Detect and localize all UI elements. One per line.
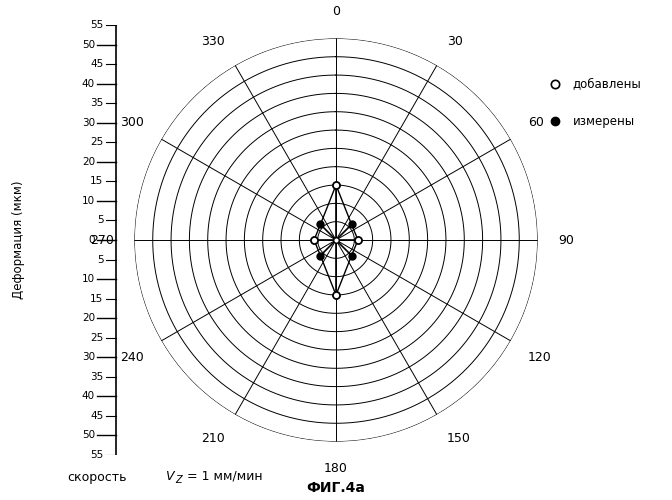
Text: 240: 240: [120, 351, 144, 364]
Text: Деформация (мкм): Деформация (мкм): [12, 180, 26, 299]
Text: 0: 0: [89, 235, 95, 245]
Text: 0: 0: [332, 5, 340, 18]
Text: 40: 40: [82, 392, 95, 402]
Text: Z: Z: [175, 475, 181, 485]
Text: 120: 120: [528, 351, 552, 364]
Text: 45: 45: [90, 59, 103, 69]
Text: 45: 45: [90, 411, 103, 421]
Text: 55: 55: [90, 450, 103, 460]
Text: 10: 10: [82, 274, 95, 284]
Text: 150: 150: [447, 432, 471, 445]
Text: = 1 мм/мин: = 1 мм/мин: [183, 470, 262, 482]
Text: 40: 40: [82, 78, 95, 88]
Text: 180: 180: [324, 462, 348, 475]
Text: 270: 270: [90, 234, 114, 246]
Text: 50: 50: [82, 40, 95, 50]
Text: 90: 90: [558, 234, 574, 246]
Text: скорость: скорость: [67, 471, 127, 484]
Text: 210: 210: [202, 432, 225, 445]
Text: 330: 330: [202, 35, 225, 48]
Text: 15: 15: [90, 176, 103, 186]
Text: 35: 35: [90, 372, 103, 382]
Text: 60: 60: [528, 116, 544, 129]
Text: 20: 20: [82, 313, 95, 323]
Text: измерены: измерены: [573, 115, 634, 128]
Text: 5: 5: [97, 254, 103, 264]
Text: 30: 30: [82, 118, 95, 128]
Text: 30: 30: [82, 352, 95, 362]
Text: ФИГ.4а: ФИГ.4а: [306, 481, 366, 495]
Text: 25: 25: [90, 332, 103, 342]
Text: 300: 300: [120, 116, 144, 129]
Text: 55: 55: [90, 20, 103, 30]
Text: 5: 5: [97, 216, 103, 226]
Text: 50: 50: [82, 430, 95, 440]
Text: 15: 15: [90, 294, 103, 304]
Text: 25: 25: [90, 138, 103, 147]
Text: 20: 20: [82, 157, 95, 167]
Text: 10: 10: [82, 196, 95, 206]
Text: V: V: [165, 470, 173, 482]
Text: добавлены: добавлены: [573, 77, 641, 90]
Text: 30: 30: [447, 35, 463, 48]
Text: 35: 35: [90, 98, 103, 108]
